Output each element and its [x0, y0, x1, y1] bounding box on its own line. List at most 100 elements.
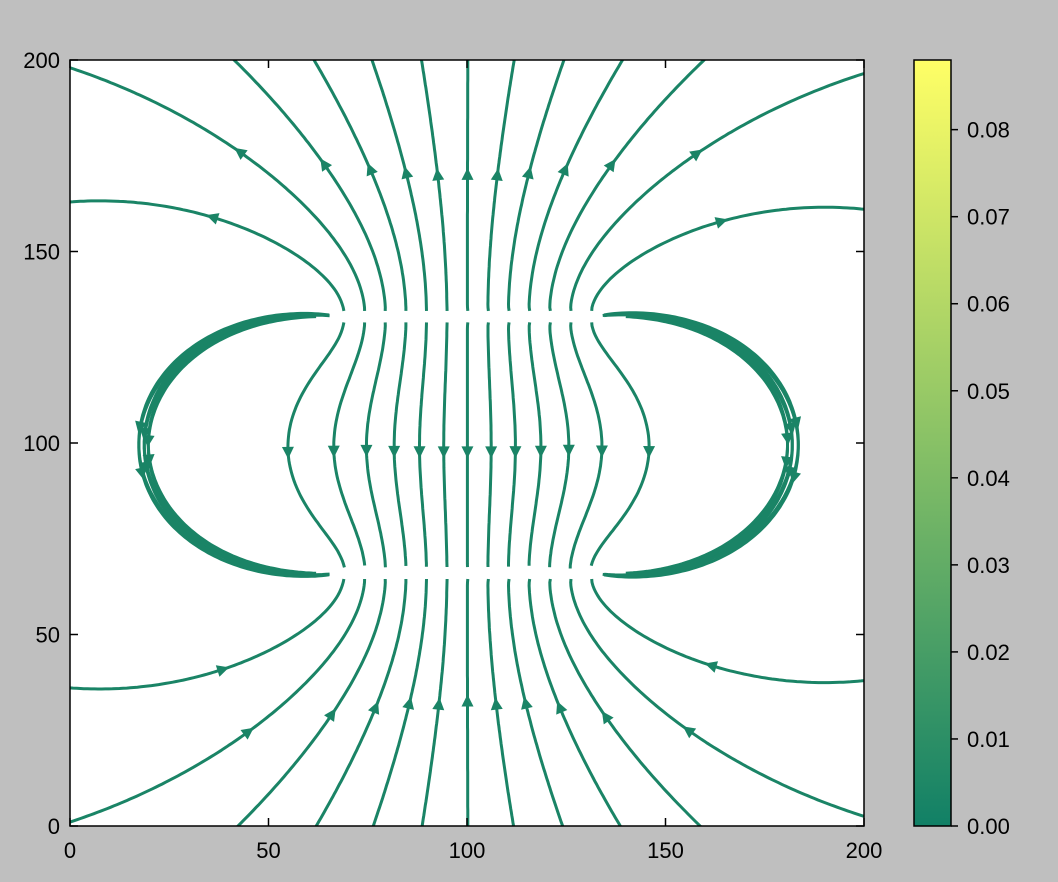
streamline-34 — [569, 71, 864, 312]
streamline-10 — [312, 60, 408, 311]
stream-arrow-2 — [215, 665, 230, 677]
stream-arrow-48 — [784, 421, 797, 435]
streamline-9 — [392, 322, 408, 566]
stream-arrow-25 — [521, 166, 534, 180]
streamline-15 — [442, 322, 449, 568]
streamline-1 — [70, 199, 346, 312]
streamline-0 — [286, 322, 346, 568]
stream-arrow-37 — [714, 217, 728, 229]
stream-arrow-24 — [509, 446, 522, 459]
stream-arrow-45 — [781, 456, 794, 469]
stream-arrow-14 — [402, 696, 415, 710]
colorbar-tick-label-4: 0.04 — [967, 466, 1010, 491]
streamline-3 — [332, 322, 367, 566]
streamline-4 — [70, 66, 367, 311]
stream-arrow-46 — [781, 432, 794, 446]
stream-arrow-3 — [327, 445, 340, 458]
streamline-29 — [527, 578, 623, 826]
stream-arrow-11 — [367, 701, 380, 715]
y-tick-label-4: 200 — [23, 48, 60, 73]
stream-arrow-7 — [320, 158, 333, 172]
stream-arrow-44 — [135, 420, 147, 434]
streamline-31 — [548, 60, 707, 312]
y-tick-label-2: 100 — [23, 431, 60, 456]
colorbar-tick-label-6: 0.06 — [967, 292, 1010, 317]
stream-arrow-12 — [413, 446, 426, 459]
streamline-24 — [506, 322, 517, 567]
stream-arrow-39 — [142, 454, 155, 467]
stream-arrow-26 — [521, 696, 533, 710]
stream-arrow-22 — [490, 168, 503, 181]
streamline-14 — [371, 578, 428, 826]
stream-arrow-50 — [789, 416, 802, 430]
colorbar-tick-label-1: 0.01 — [967, 727, 1010, 752]
streamline-13 — [370, 60, 428, 311]
streamline-36 — [589, 322, 651, 567]
stream-arrow-20 — [461, 694, 474, 707]
stream-arrow-13 — [401, 166, 414, 180]
streamlines — [70, 60, 864, 826]
y-tick-label-1: 50 — [36, 623, 60, 648]
stream-arrow-34 — [689, 149, 703, 162]
stream-arrow-19 — [461, 167, 474, 180]
streamline-27 — [527, 322, 543, 566]
colorbar-tick-label-7: 0.07 — [967, 205, 1010, 230]
x-tick-label-4: 200 — [846, 838, 883, 863]
streamline-7 — [231, 60, 387, 311]
stream-arrow-4 — [234, 147, 248, 160]
stream-arrow-21 — [485, 446, 498, 459]
stream-arrow-5 — [240, 727, 254, 740]
stream-arrow-27 — [534, 445, 547, 458]
streamline-44 — [137, 311, 330, 575]
streamline-38 — [590, 578, 864, 685]
streamline-21 — [486, 322, 493, 568]
y-axis: 0 50 100 150 200 — [23, 48, 864, 839]
streamline-50 — [603, 311, 800, 575]
stream-arrow-18 — [461, 446, 474, 459]
streamline-28 — [527, 60, 625, 312]
stream-arrow-30 — [562, 444, 575, 457]
x-tick-label-2: 100 — [449, 838, 486, 863]
stream-arrow-49 — [789, 470, 802, 484]
stream-arrow-15 — [437, 446, 450, 459]
colorbar-tick-label-3: 0.03 — [967, 553, 1010, 578]
colorbar-tick-label-5: 0.05 — [967, 379, 1010, 404]
stream-arrow-28 — [557, 163, 569, 177]
stream-arrow-6 — [360, 444, 373, 457]
stream-arrow-31 — [603, 158, 616, 173]
stream-arrow-23 — [490, 697, 503, 711]
x-tick-label-0: 0 — [64, 838, 76, 863]
stream-arrow-1 — [206, 213, 220, 225]
y-tick-label-0: 0 — [48, 814, 60, 839]
stream-arrow-43 — [135, 466, 147, 480]
stream-arrow-36 — [643, 445, 656, 459]
stream-arrow-10 — [366, 163, 378, 177]
streamline-33 — [568, 322, 604, 569]
stream-arrow-32 — [601, 711, 614, 725]
streamline-12 — [418, 322, 428, 567]
y-tick-label-3: 150 — [23, 240, 60, 265]
colorbar-ticks: 0.00 0.01 0.02 0.03 0.04 0.05 0.06 0.07 0.08 — [951, 118, 1010, 839]
colorbar-tick-label-2: 0.02 — [967, 640, 1010, 665]
x-tick-label-3: 150 — [647, 838, 684, 863]
colorbar — [913, 59, 952, 827]
x-tick-label-1: 50 — [256, 838, 280, 863]
stream-arrow-16 — [432, 168, 445, 181]
stream-arrow-8 — [324, 708, 336, 722]
colorbar-tick-label-8: 0.08 — [967, 118, 1010, 143]
stream-arrow-38 — [704, 661, 719, 673]
stream-arrow-29 — [556, 701, 568, 715]
stream-arrow-40 — [142, 434, 155, 448]
stream-arrow-17 — [432, 697, 445, 711]
stream-arrows — [135, 147, 802, 740]
x-axis: 0 50 100 150 200 — [64, 60, 882, 863]
stream-arrow-0 — [281, 446, 294, 459]
stream-arrow-35 — [682, 726, 697, 739]
stream-arrow-42 — [139, 426, 152, 440]
streamline-25 — [506, 60, 566, 312]
stream-arrow-9 — [388, 445, 401, 458]
stream-arrow-33 — [595, 445, 608, 458]
streamline-22 — [486, 60, 516, 312]
colorbar-tick-label-0: 0.00 — [967, 814, 1010, 839]
